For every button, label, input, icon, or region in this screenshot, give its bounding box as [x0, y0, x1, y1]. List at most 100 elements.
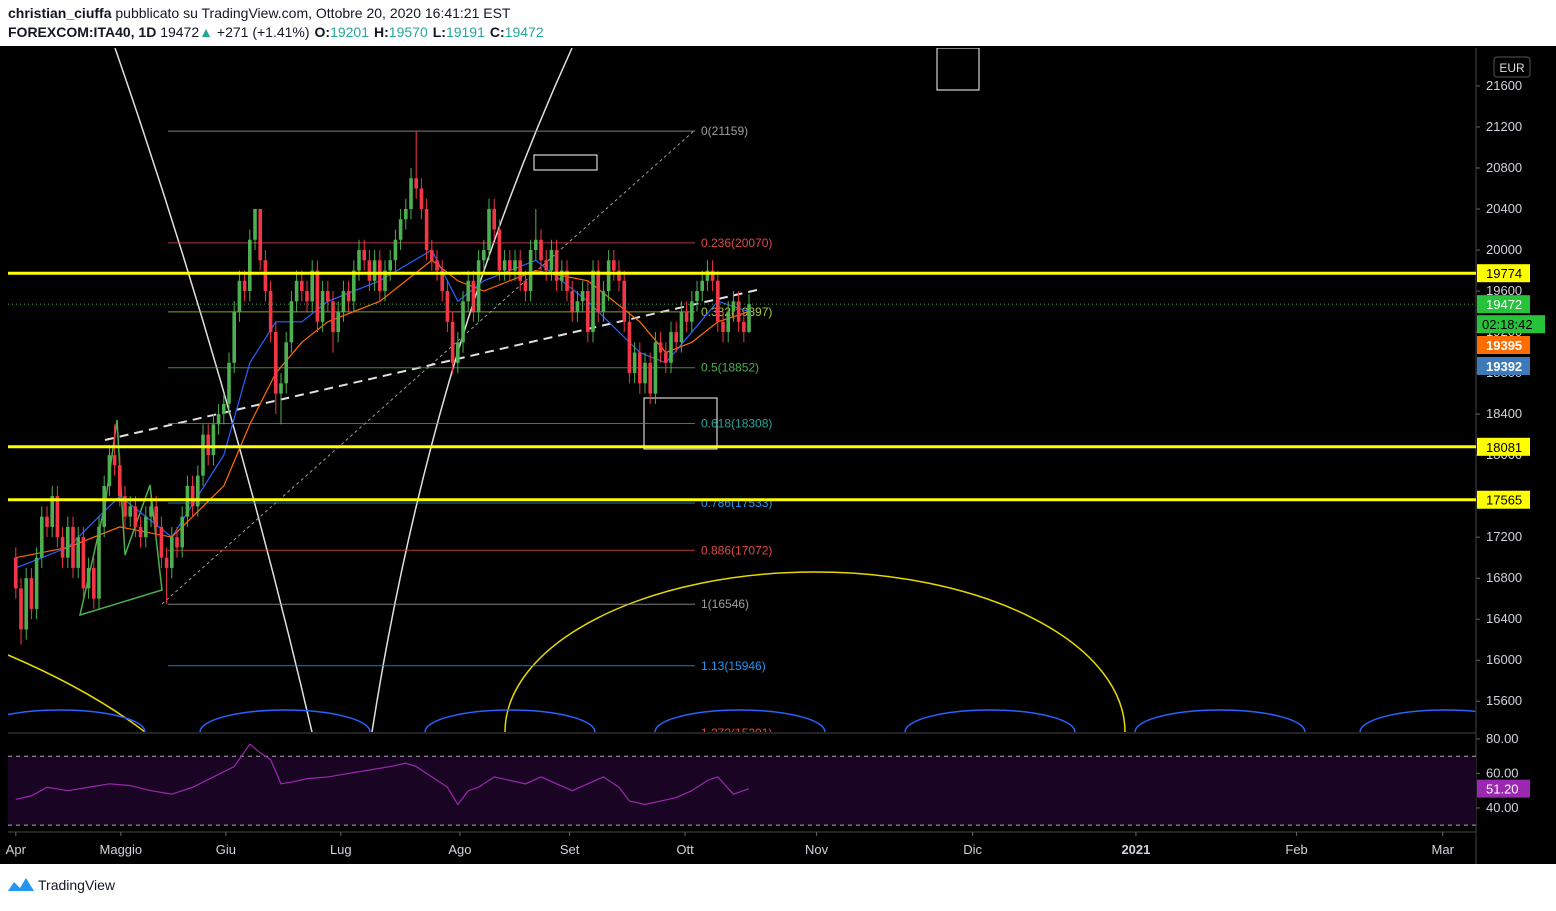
- candle-body: [513, 260, 517, 271]
- candle-body: [326, 291, 330, 302]
- candle-body: [684, 311, 689, 322]
- candle-body: [60, 537, 65, 558]
- candle-body: [409, 178, 413, 210]
- candle-body: [159, 526, 164, 558]
- arc: [8, 709, 1476, 732]
- level-tag-label: 18081: [1486, 440, 1522, 455]
- candle-body: [466, 280, 471, 302]
- candle-body: [274, 332, 278, 394]
- candle-body: [653, 342, 658, 394]
- candle-body: [154, 506, 159, 527]
- ohlc-value: 19472: [505, 24, 544, 40]
- x-tick-label: Feb: [1285, 842, 1307, 857]
- x-tick-label: Ott: [676, 842, 694, 857]
- candle-body: [248, 239, 252, 292]
- y-tick-label: 15600: [1486, 693, 1522, 708]
- candle-body: [71, 526, 75, 568]
- rsi-line: [15, 743, 750, 806]
- candle-body: [502, 260, 507, 271]
- candle-body: [549, 250, 554, 271]
- candle-body: [492, 209, 497, 230]
- candle-body: [424, 209, 429, 251]
- candle-body: [580, 291, 585, 302]
- candle-body: [237, 280, 242, 312]
- candle-body: [456, 342, 460, 363]
- candle-body: [34, 557, 39, 609]
- candle-body: [112, 455, 117, 466]
- candle-body: [86, 567, 91, 589]
- fib-label: 0.786(17533): [701, 496, 772, 510]
- candle-body: [164, 557, 169, 568]
- candle-body: [606, 260, 611, 292]
- rsi-tag-label: 51.20: [1486, 782, 1519, 797]
- candle-body: [102, 485, 107, 527]
- currency-box: [1493, 56, 1531, 78]
- y-tick-label: 20000: [1486, 242, 1522, 257]
- candle-body: [76, 537, 81, 568]
- fib-label: 0.236(20070): [701, 236, 772, 250]
- price-tag: [1477, 336, 1530, 354]
- chart-bg: [0, 46, 1556, 864]
- level-tag: [1477, 264, 1530, 283]
- candle-body: [331, 301, 335, 333]
- candle-body: [258, 209, 263, 261]
- box: [936, 48, 980, 91]
- candle-body: [128, 506, 133, 517]
- curve: [114, 48, 313, 732]
- candle-body: [643, 362, 647, 384]
- candle-body: [508, 260, 512, 271]
- rsi-tick-label: 80.00: [1486, 731, 1519, 746]
- candle-body: [554, 250, 559, 281]
- ohlc-label: O:: [315, 24, 331, 40]
- candle-body: [263, 260, 268, 292]
- candle-body: [341, 291, 346, 312]
- candle-body: [55, 496, 60, 538]
- candle-body: [664, 352, 668, 363]
- candle-body: [690, 301, 694, 322]
- fib-label: 1.272(15291): [701, 726, 772, 740]
- rsi-tag: [1477, 779, 1530, 798]
- candle-body: [534, 239, 538, 251]
- candle-body: [487, 209, 491, 251]
- candle-body: [471, 280, 476, 312]
- candle-body: [575, 301, 580, 312]
- x-tick-label: Nov: [805, 842, 829, 857]
- level-tag: [1477, 437, 1530, 456]
- candle-body: [289, 301, 294, 343]
- price-tag: [1477, 357, 1530, 375]
- candle-body: [523, 280, 528, 292]
- change: +271 (+1.41%): [217, 24, 310, 40]
- ohlc-label: H:: [374, 24, 389, 40]
- candle-body: [372, 260, 377, 281]
- candle-body: [305, 291, 309, 302]
- candle-body: [560, 270, 564, 281]
- logo-icon: [8, 878, 34, 891]
- x-tick-label: 2021: [1121, 842, 1150, 857]
- candle-body: [185, 485, 190, 517]
- last-price: 19472: [160, 24, 199, 40]
- candle-body: [388, 260, 393, 271]
- y-tick-label: 16000: [1486, 652, 1522, 667]
- candle-body: [638, 352, 642, 384]
- countdown: 02:18:42: [1482, 317, 1533, 332]
- y-tick-label: 21200: [1486, 119, 1522, 134]
- candle-body: [747, 304, 751, 332]
- candle-body: [393, 239, 398, 261]
- candle-body: [742, 321, 746, 332]
- candle-body: [544, 260, 549, 271]
- candle-body: [336, 311, 341, 333]
- arc: [504, 571, 1126, 732]
- price-tag-label: 19395: [1486, 338, 1522, 353]
- candle-body: [50, 496, 55, 527]
- x-tick-label: Lug: [330, 842, 352, 857]
- x-tick-label: Maggio: [100, 842, 143, 857]
- candle-body: [398, 219, 403, 240]
- ohlc-label: L:: [433, 24, 446, 40]
- box: [533, 154, 598, 171]
- candle-body: [92, 567, 96, 599]
- ohlc-value: 19201: [330, 24, 369, 40]
- candle-body: [253, 209, 257, 240]
- candle-body: [180, 516, 185, 548]
- candle-body: [705, 270, 710, 281]
- candle-body: [216, 414, 221, 425]
